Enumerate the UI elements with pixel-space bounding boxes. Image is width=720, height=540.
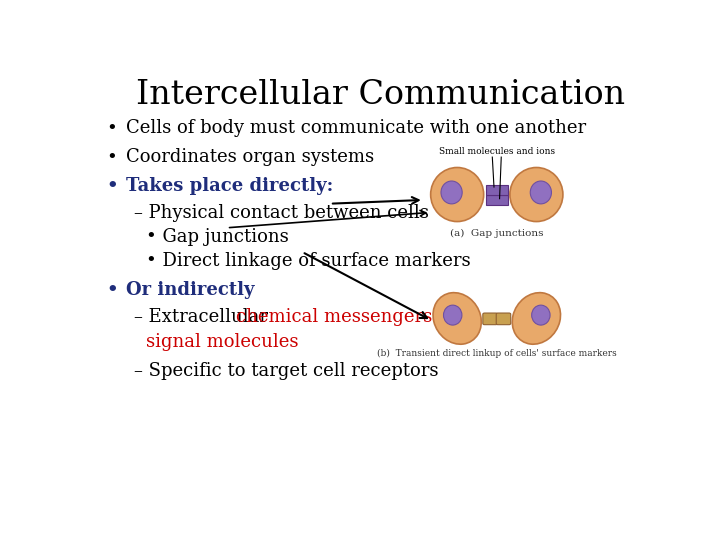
FancyBboxPatch shape xyxy=(483,313,498,325)
Text: (b)  Transient direct linkup of cells' surface markers: (b) Transient direct linkup of cells' su… xyxy=(377,349,616,358)
FancyBboxPatch shape xyxy=(485,185,508,194)
Text: – Physical contact between cells: – Physical contact between cells xyxy=(133,204,428,222)
Text: • Gap junctions: • Gap junctions xyxy=(145,228,289,246)
Ellipse shape xyxy=(530,181,552,204)
Text: – Specific to target cell receptors: – Specific to target cell receptors xyxy=(133,362,438,380)
Ellipse shape xyxy=(441,181,462,204)
FancyBboxPatch shape xyxy=(496,313,510,325)
Text: chemical messengers or: chemical messengers or xyxy=(236,308,458,326)
Text: (a)  Gap junctions: (a) Gap junctions xyxy=(450,229,544,238)
Text: • Direct linkage of surface markers: • Direct linkage of surface markers xyxy=(145,252,470,270)
Text: Small molecules and ions: Small molecules and ions xyxy=(438,147,555,156)
FancyBboxPatch shape xyxy=(485,195,508,205)
Text: •: • xyxy=(107,281,118,299)
Text: •: • xyxy=(107,119,117,137)
Text: signal molecules: signal molecules xyxy=(145,333,298,351)
Ellipse shape xyxy=(512,293,561,344)
Ellipse shape xyxy=(531,305,550,325)
Ellipse shape xyxy=(444,305,462,325)
Text: Or indirectly: Or indirectly xyxy=(126,281,255,299)
Text: Cells of body must communicate with one another: Cells of body must communicate with one … xyxy=(126,119,586,137)
Text: Coordinates organ systems: Coordinates organ systems xyxy=(126,148,374,166)
Ellipse shape xyxy=(431,167,484,221)
Text: •: • xyxy=(107,148,117,166)
Text: •: • xyxy=(107,177,118,195)
Ellipse shape xyxy=(433,293,481,344)
Text: Takes place directly:: Takes place directly: xyxy=(126,177,333,195)
Text: – Extracellular: – Extracellular xyxy=(133,308,274,326)
Text: Intercellular Communication: Intercellular Communication xyxy=(135,79,625,111)
Ellipse shape xyxy=(510,167,563,221)
